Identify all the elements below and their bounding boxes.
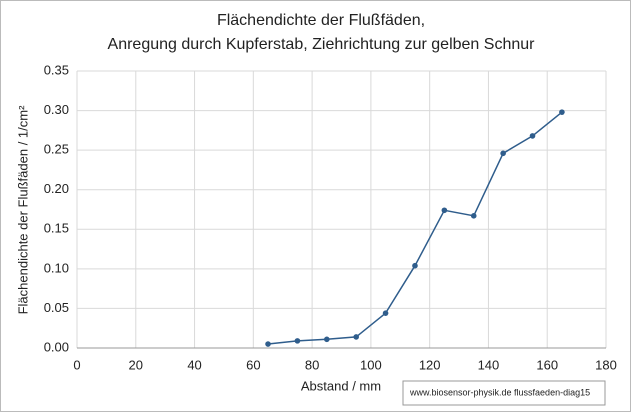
x-tick-label: 0 — [73, 357, 80, 372]
x-tick-label: 60 — [246, 357, 260, 372]
data-point — [500, 150, 506, 157]
data-point — [412, 262, 418, 269]
data-point — [265, 341, 271, 347]
annotation-box — [402, 380, 606, 406]
y-tick-label: 0.30 — [44, 102, 69, 117]
data-point — [382, 310, 389, 316]
chart-frame — [0, 0, 631, 412]
chart-subtitle: Anregung durch Kupferstab, Ziehrichtung … — [108, 36, 536, 53]
data-point — [559, 109, 565, 115]
data-point — [324, 336, 330, 343]
y-tick-label: 0.05 — [44, 300, 69, 315]
x-tick-label: 80 — [305, 357, 319, 372]
y-tick-label: 0.00 — [44, 339, 69, 354]
annotation: www.biosensor-physik.de flussfaeden-diag… — [409, 387, 590, 397]
data-point — [294, 338, 301, 344]
x-tick-label: 40 — [187, 357, 201, 372]
y-tick-label: 0.20 — [44, 181, 69, 196]
y-tick-label: 0.35 — [44, 62, 69, 77]
y-tick-label: 0.25 — [44, 142, 69, 157]
x-tick-label: 180 — [595, 357, 617, 372]
y-tick-label: 0.15 — [44, 221, 69, 236]
x-tick-label: 140 — [478, 357, 500, 372]
data-point — [353, 334, 359, 340]
data-point — [441, 207, 448, 214]
data-point — [470, 213, 477, 219]
x-tick-label: 20 — [129, 357, 143, 372]
x-tick-label: 120 — [419, 357, 441, 372]
x-tick-label: 160 — [536, 357, 558, 372]
x-tick-label: 100 — [360, 357, 382, 372]
data-point — [529, 133, 536, 139]
x-axis-label: Abstand / mm — [301, 378, 381, 393]
y-tick-label: 0.10 — [44, 260, 69, 275]
y-axis-label: Flächendichte der Flußfäden / 1/cm² — [15, 105, 30, 314]
chart-title: Flächendichte der Flußfäden, — [217, 12, 425, 29]
